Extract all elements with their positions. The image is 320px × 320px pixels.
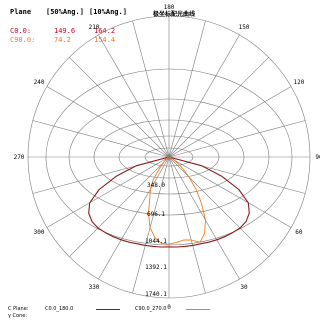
grid-spoke bbox=[168, 156, 292, 228]
row-c90-ang10: 154.4 bbox=[94, 36, 116, 44]
legend-c90-label: C90.0_270.0 bbox=[135, 306, 167, 312]
angle-label-150: 150 bbox=[239, 24, 250, 31]
angle-label-330: 330 bbox=[89, 284, 100, 291]
series-layer bbox=[88, 156, 250, 248]
angle-label-0: 0 bbox=[167, 304, 171, 311]
row-c0-ang50: 149.6 bbox=[54, 27, 76, 35]
header-10-angle: [10%Ang.] bbox=[89, 8, 127, 16]
grid-spoke bbox=[168, 156, 269, 257]
angle-label-270: 270 bbox=[14, 154, 25, 161]
angle-label-90: 90 bbox=[315, 154, 320, 161]
radial-label-2: 1044.1 bbox=[145, 238, 167, 245]
grid-spoke bbox=[46, 86, 170, 158]
angle-label-240: 240 bbox=[34, 79, 45, 86]
c-plane-label: C Plane: bbox=[8, 306, 29, 312]
row-c0-plane: C0.0: bbox=[10, 27, 32, 35]
grid-spoke bbox=[32, 120, 170, 158]
row-c0-ang10: 164.2 bbox=[94, 27, 116, 35]
row-c90-ang50: 74.2 bbox=[54, 36, 71, 44]
series-curve-1 bbox=[148, 156, 206, 245]
grid-spoke bbox=[168, 120, 306, 158]
grid-spoke bbox=[168, 57, 269, 158]
row-c90-plane: C90.0: bbox=[10, 36, 36, 44]
radial-label-0: 348.0 bbox=[147, 182, 165, 189]
angle-label-210: 210 bbox=[89, 24, 100, 31]
grid-spoke bbox=[132, 20, 170, 158]
grid-spoke bbox=[168, 156, 206, 294]
grid-spoke bbox=[46, 156, 170, 228]
gamma-cone-label: γ Cone: bbox=[8, 313, 28, 319]
grid-spoke bbox=[69, 57, 170, 158]
angle-label-60: 60 bbox=[295, 229, 303, 236]
header-plane: Plane bbox=[10, 8, 32, 16]
angle-label-120: 120 bbox=[293, 79, 304, 86]
radial-label-1: 696.1 bbox=[147, 211, 165, 218]
grid-spoke bbox=[98, 156, 170, 280]
grid-spoke bbox=[168, 86, 292, 158]
label-layer: 极坐标配光曲线 18015012090603003303002702402103… bbox=[14, 4, 320, 311]
polar-grid bbox=[27, 15, 311, 299]
legend-c0-swatch bbox=[96, 309, 120, 310]
legend-c0-label: C0.0_180.0 bbox=[45, 306, 74, 312]
grid-spoke bbox=[168, 20, 206, 158]
radial-label-3: 1392.1 bbox=[145, 264, 167, 271]
grid-spoke bbox=[168, 156, 240, 280]
grid-spoke bbox=[98, 34, 170, 158]
series-curve-0 bbox=[88, 156, 250, 248]
legend-c90-swatch bbox=[186, 309, 210, 310]
angle-label-180: 180 bbox=[164, 4, 175, 11]
chart-title: 极坐标配光曲线 bbox=[153, 10, 195, 18]
angle-label-300: 300 bbox=[34, 229, 45, 236]
radial-label-4: 1740.1 bbox=[145, 291, 167, 298]
grid-spoke bbox=[132, 156, 170, 294]
angle-label-30: 30 bbox=[240, 284, 248, 291]
grid-spoke bbox=[69, 156, 170, 257]
grid-spoke bbox=[168, 34, 240, 158]
header-50-angle: [50%Ang.] bbox=[46, 8, 84, 16]
